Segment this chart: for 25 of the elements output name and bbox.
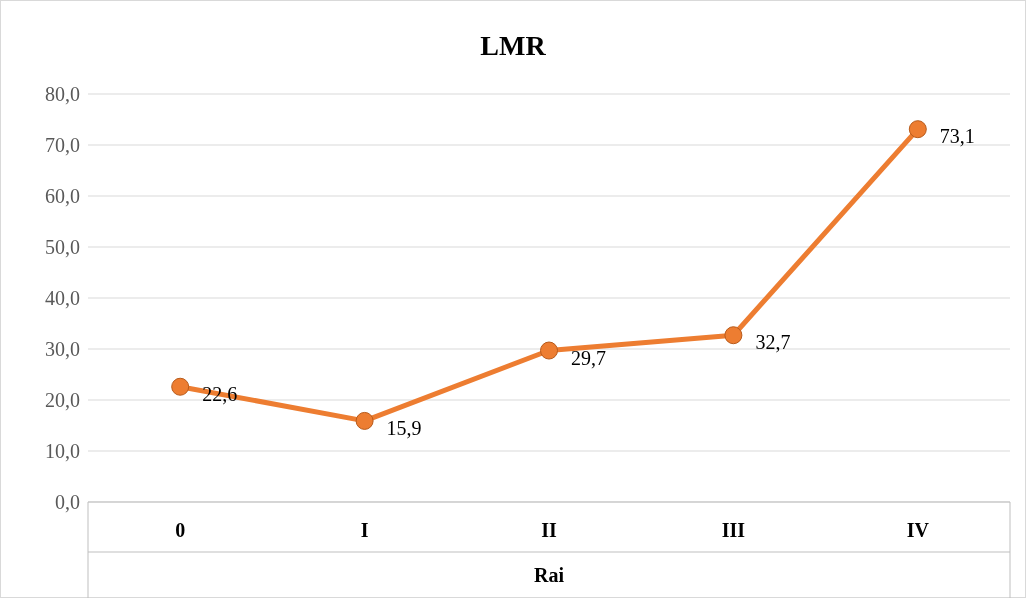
- x-tick-label: II: [541, 519, 557, 541]
- y-tick-label: 20,0: [45, 389, 80, 411]
- x-tick-label: IV: [906, 519, 930, 541]
- x-tick-label: I: [360, 519, 369, 541]
- data-label: 15,9: [386, 416, 422, 439]
- y-tick-label: 50,0: [45, 236, 80, 258]
- data-label: 73,1: [939, 125, 975, 148]
- y-tick-label: 70,0: [45, 134, 80, 156]
- data-label: 32,7: [755, 331, 791, 354]
- point: [540, 341, 558, 360]
- y-tick-label: 30,0: [45, 338, 80, 360]
- x-tick-label: III: [721, 519, 746, 541]
- x-tick-label: 0: [175, 519, 186, 541]
- point: [908, 120, 927, 139]
- y-tick-label: 60,0: [45, 185, 80, 207]
- y-tick-label: 40,0: [45, 287, 80, 309]
- point: [171, 377, 190, 396]
- x-axis-title: Rai: [534, 564, 565, 586]
- y-tick-label: 80,0: [45, 83, 80, 105]
- data-label: 29,7: [571, 346, 606, 369]
- point: [724, 326, 743, 345]
- point: [355, 411, 374, 430]
- y-tick-label: 10,0: [45, 440, 80, 462]
- chart-title: LMR: [480, 30, 547, 61]
- y-tick-label: 0,0: [55, 491, 80, 513]
